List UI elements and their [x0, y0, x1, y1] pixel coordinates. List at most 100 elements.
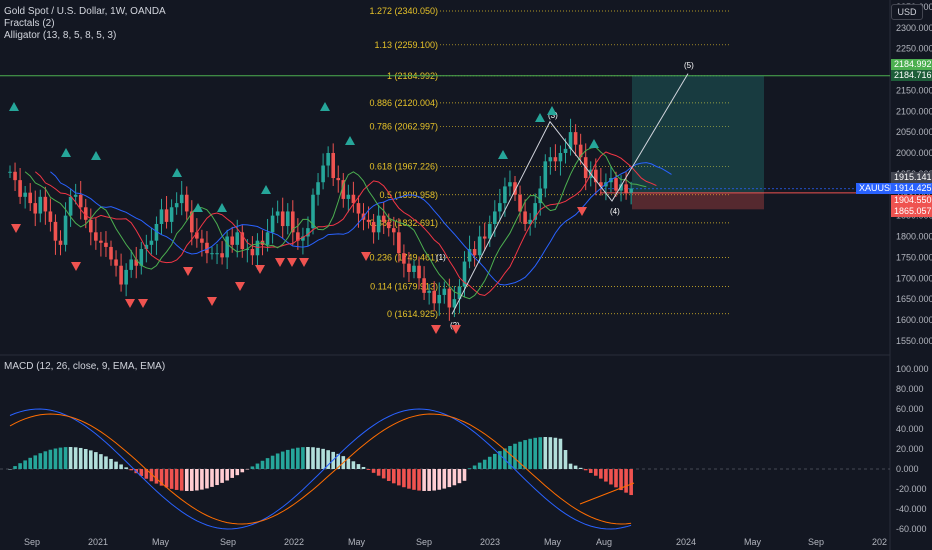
macd-histogram-bar — [78, 447, 83, 469]
elliott-wave-path — [451, 73, 689, 315]
candle-body — [109, 246, 113, 260]
macd-histogram-bar — [205, 469, 209, 489]
candle-body — [104, 242, 108, 247]
candle-body — [94, 232, 98, 241]
macd-histogram-bar — [225, 469, 229, 481]
candle-body — [58, 240, 63, 245]
macd-histogram-bar — [139, 469, 144, 477]
candle-body — [402, 253, 406, 264]
candle-body — [518, 194, 522, 212]
candle-body — [184, 194, 189, 212]
price-axis-tick: 2250.000 — [896, 44, 932, 54]
candle-body — [230, 236, 234, 245]
macd-histogram-bar — [321, 448, 325, 469]
macd-histogram-bar — [386, 469, 391, 481]
macd-histogram-bar — [543, 437, 548, 469]
macd-indicator-label[interactable]: MACD (12, 26, close, 9, EMA, EMA) — [4, 361, 166, 372]
candle-body — [119, 265, 123, 285]
macd-histogram-bar — [53, 448, 58, 469]
candle-body — [397, 232, 401, 254]
fractal-up-marker — [9, 102, 19, 111]
macd-histogram-bar — [149, 469, 154, 482]
macd-histogram-bar — [361, 466, 366, 469]
candle-body — [513, 182, 517, 195]
candle-body — [285, 211, 290, 227]
candle-body — [619, 184, 623, 191]
candle-body — [316, 182, 320, 195]
macd-histogram-bar — [422, 469, 426, 491]
time-axis-tick: 2022 — [284, 537, 304, 547]
time-axis-tick: Sep — [808, 537, 824, 547]
candle-body — [23, 192, 27, 197]
stop-price-tag: 1865.057 — [891, 206, 932, 217]
macd-histogram-bar — [397, 469, 401, 486]
candle-body — [63, 215, 68, 245]
macd-histogram-bar — [48, 449, 53, 469]
macd-histogram-bar — [604, 469, 608, 482]
fractal-up-marker — [535, 113, 545, 122]
candle-body — [28, 192, 32, 204]
candle-body — [341, 180, 346, 199]
currency-button[interactable]: USD — [891, 4, 923, 20]
candle-body — [38, 196, 43, 214]
macd-histogram-bar — [503, 448, 507, 469]
macd-histogram-bar — [548, 437, 553, 469]
candle-body — [68, 196, 73, 216]
macd-histogram-bar — [629, 469, 633, 496]
macd-axis-tick: 20.000 — [896, 444, 924, 454]
macd-axis-tick: 40.000 — [896, 424, 924, 434]
macd-histogram-bar — [452, 469, 457, 486]
time-axis-tick: Sep — [220, 537, 236, 547]
candle-body — [205, 242, 209, 254]
candle-body — [447, 288, 452, 308]
price-axis-tick: 1550.000 — [896, 336, 932, 346]
profit-zone — [632, 75, 764, 193]
fractal-down-marker — [287, 258, 297, 267]
time-axis-tick: May — [744, 537, 762, 547]
candle-body — [220, 253, 224, 258]
fractals-indicator-label[interactable]: Fractals (2) — [4, 18, 55, 29]
fractal-down-marker — [183, 267, 193, 276]
macd-histogram-bar — [275, 453, 280, 469]
fractal-up-marker — [217, 203, 227, 212]
time-axis-tick: 2024 — [676, 537, 696, 547]
macd-axis-tick: 80.000 — [896, 384, 924, 394]
macd-histogram-bar — [230, 469, 234, 478]
candle-body — [346, 194, 351, 199]
candle-body — [452, 299, 457, 308]
macd-axis-tick: -20.000 — [896, 484, 927, 494]
macd-histogram-bar — [23, 460, 27, 469]
macd-histogram-bar — [119, 464, 123, 469]
macd-histogram-bar — [68, 447, 73, 469]
macd-histogram-bar — [407, 469, 411, 489]
candle-body — [356, 203, 361, 214]
macd-histogram-bar — [28, 457, 32, 469]
macd-axis-tick: -40.000 — [896, 504, 927, 514]
alligator-indicator-label[interactable]: Alligator (13, 8, 5, 8, 5, 3) — [4, 30, 117, 41]
price-axis-tick: 1900.000 — [896, 190, 932, 200]
candle-body — [280, 211, 285, 227]
macd-histogram-bar — [104, 456, 108, 469]
fractal-up-marker — [498, 150, 508, 159]
macd-histogram-bar — [195, 469, 199, 491]
candle-body — [179, 194, 184, 204]
wave-label: (4) — [610, 207, 620, 216]
candle-body — [134, 259, 139, 266]
fractal-down-marker — [431, 325, 441, 334]
target-price-tag: 2184.992 — [891, 59, 932, 70]
fractal-down-marker — [125, 299, 135, 308]
fib-level-label: 0.786 (2062.997) — [369, 122, 438, 132]
candle-body — [48, 211, 53, 222]
candle-body — [558, 153, 563, 162]
candle-body — [629, 188, 633, 193]
candle-body — [543, 161, 548, 189]
candle-body — [215, 253, 219, 255]
fractal-down-marker — [361, 252, 371, 261]
macd-histogram-bar — [568, 463, 573, 469]
candle-body — [427, 290, 431, 293]
candle-body — [331, 153, 335, 179]
macd-histogram-bar — [594, 469, 598, 476]
fractal-up-marker — [172, 168, 182, 177]
symbol-title[interactable]: Gold Spot / U.S. Dollar, 1W, OANDA — [4, 6, 166, 17]
